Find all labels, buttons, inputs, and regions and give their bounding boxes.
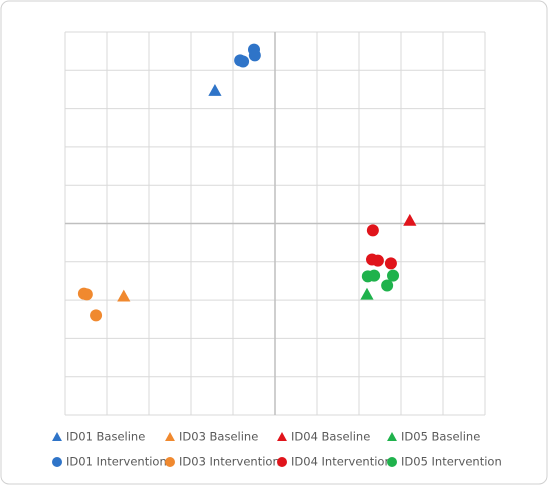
point xyxy=(360,287,374,300)
legend-label: ID05 Baseline xyxy=(401,430,480,444)
point xyxy=(371,254,384,267)
point xyxy=(403,213,417,226)
point xyxy=(248,49,261,62)
legend-marker xyxy=(165,457,175,467)
legend-label: ID04 Baseline xyxy=(291,430,370,444)
point xyxy=(384,257,397,270)
legend-marker xyxy=(277,457,287,467)
point xyxy=(381,279,394,292)
point xyxy=(80,288,93,301)
point xyxy=(237,55,250,68)
legend-label: ID01 Intervention xyxy=(66,455,167,469)
legend-label: ID05 Intervention xyxy=(401,455,502,469)
point xyxy=(387,269,400,282)
legend-marker xyxy=(277,432,287,441)
legend-label: ID03 Intervention xyxy=(179,455,280,469)
point xyxy=(366,224,379,237)
point xyxy=(368,269,381,282)
point xyxy=(90,309,103,322)
legend-marker xyxy=(387,432,397,441)
legend-marker xyxy=(387,457,397,467)
legend-marker xyxy=(52,432,62,441)
legend-marker xyxy=(165,432,175,441)
legend-marker xyxy=(52,457,62,467)
legend-label: ID03 Baseline xyxy=(179,430,258,444)
point xyxy=(117,289,131,302)
legend-label: ID01 Baseline xyxy=(66,430,145,444)
legend-label: ID04 Intervention xyxy=(291,455,392,469)
point xyxy=(208,83,222,96)
